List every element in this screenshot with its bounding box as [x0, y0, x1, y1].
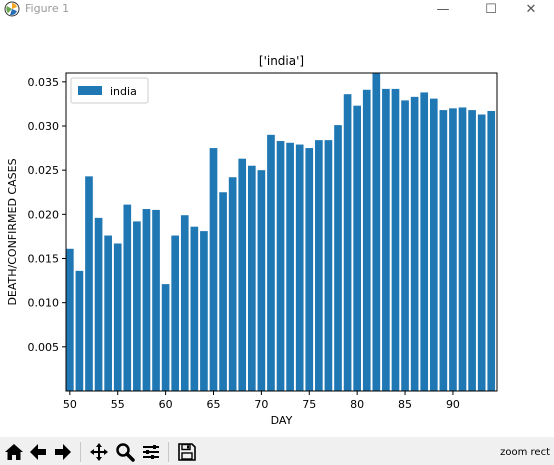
- pan-button[interactable]: [88, 441, 110, 463]
- bar-day-82: [372, 73, 381, 391]
- forward-button[interactable]: [52, 441, 74, 463]
- bar-day-60: [161, 284, 170, 391]
- bar-day-65: [209, 148, 218, 391]
- x-tick-label: 60: [159, 398, 173, 411]
- x-tick-label: 75: [302, 398, 316, 411]
- navigation-toolbar: zoom rect: [0, 437, 554, 465]
- bar-day-55: [113, 243, 122, 391]
- bar-day-88: [429, 98, 438, 391]
- bar-day-76: [315, 140, 323, 391]
- x-tick-label: 65: [206, 398, 220, 411]
- window-title: Figure 1: [25, 2, 70, 15]
- x-tick-label: 90: [446, 398, 460, 411]
- save-button[interactable]: [176, 441, 198, 463]
- bar-day-52: [85, 176, 93, 391]
- y-axis-label: DEATH/CONFIRMED CASES: [6, 158, 19, 305]
- bar-day-70: [257, 170, 266, 391]
- y-tick-label: 0.025: [28, 164, 60, 177]
- bar-day-50: [66, 248, 74, 391]
- bar-day-86: [410, 96, 419, 391]
- bar-day-64: [200, 231, 208, 391]
- toolbar-separator: [80, 442, 81, 462]
- home-button[interactable]: [3, 441, 25, 463]
- y-tick-label: 0.030: [28, 120, 60, 133]
- window-titlebar: Figure 1 — ☐ ✕: [0, 0, 554, 18]
- legend: india: [70, 77, 149, 104]
- legend-swatch: [78, 86, 102, 95]
- bar-day-67: [228, 177, 237, 391]
- bar-day-71: [267, 134, 275, 391]
- bar-day-68: [238, 158, 247, 391]
- bar-day-77: [324, 140, 333, 391]
- bar-day-89: [439, 110, 448, 391]
- matplotlib-app-icon: [4, 1, 20, 17]
- bar-day-62: [180, 215, 189, 391]
- zoom-icon: [116, 443, 135, 462]
- y-tick-label: 0.020: [28, 208, 60, 221]
- back-arrow-icon: [30, 444, 46, 460]
- subplots-icon: [143, 445, 159, 459]
- bar-day-54: [104, 235, 112, 391]
- bar-day-80: [353, 105, 361, 391]
- y-ticks: 0.005 0.010 0.015 0.020 0.025 0.030 0.035: [28, 76, 66, 354]
- legend-label: india: [110, 85, 137, 98]
- y-tick-label: 0.005: [28, 341, 60, 354]
- x-tick-label: 55: [111, 398, 125, 411]
- bar-day-58: [142, 209, 151, 391]
- bar-day-61: [171, 235, 180, 391]
- bars-group: [66, 73, 496, 392]
- bar-day-66: [219, 192, 227, 391]
- bar-day-56: [123, 204, 132, 391]
- y-tick-label: 0.010: [28, 297, 60, 310]
- bar-day-90: [449, 108, 457, 391]
- bar-day-69: [247, 165, 256, 391]
- pan-icon: [90, 443, 108, 461]
- bar-day-85: [401, 100, 409, 391]
- bar-day-53: [94, 217, 103, 391]
- bar-day-79: [343, 94, 352, 391]
- legend-box: [70, 77, 149, 104]
- zoom-button[interactable]: [114, 441, 136, 463]
- x-axis-label: DAY: [271, 414, 293, 427]
- bar-day-83: [382, 88, 390, 392]
- x-tick-label: 80: [350, 398, 364, 411]
- bar-day-63: [190, 226, 199, 391]
- figure-canvas[interactable]: 50 55 60 65 70 75 80 85 90 0.005 0.010 0.015 0.020 0…: [0, 18, 554, 437]
- bar-day-81: [362, 89, 371, 392]
- x-tick-label: 50: [63, 398, 77, 411]
- bar-day-74: [295, 144, 304, 391]
- y-tick-label: 0.035: [28, 76, 60, 89]
- toolbar-separator: [168, 442, 169, 462]
- bar-day-87: [420, 92, 429, 391]
- status-text: zoom rect: [500, 447, 550, 458]
- x-ticks: 50 55 60 65 70 75 80 85 90: [63, 391, 460, 411]
- configure-subplots-button[interactable]: [140, 441, 162, 463]
- bar-day-94: [487, 110, 496, 391]
- x-tick-label: 70: [254, 398, 268, 411]
- close-button[interactable]: ✕: [525, 1, 537, 17]
- bar-chart: 50 55 60 65 70 75 80 85 90 0.0050.0100.0150.0200…: [6, 54, 498, 427]
- bar-day-51: [75, 270, 84, 391]
- bar-day-78: [334, 125, 342, 391]
- y-tick-label: 0.015: [28, 253, 60, 266]
- axes-frame: [65, 72, 498, 392]
- bar-day-92: [468, 110, 476, 391]
- maximize-button[interactable]: ☐: [485, 1, 497, 17]
- x-tick-label: 85: [398, 398, 412, 411]
- chart-title: ['india']: [259, 54, 304, 68]
- bar-day-75: [305, 148, 314, 391]
- forward-arrow-icon: [55, 444, 71, 460]
- back-button[interactable]: [27, 441, 49, 463]
- bar-day-93: [477, 114, 486, 392]
- bar-day-59: [152, 209, 160, 391]
- bar-day-84: [391, 88, 400, 392]
- save-icon: [178, 443, 196, 461]
- bar-day-73: [286, 142, 294, 391]
- bar-day-91: [458, 107, 467, 391]
- home-icon: [5, 444, 23, 460]
- minimize-button[interactable]: —: [436, 1, 450, 17]
- bar-day-57: [133, 221, 141, 391]
- bar-day-72: [276, 141, 285, 391]
